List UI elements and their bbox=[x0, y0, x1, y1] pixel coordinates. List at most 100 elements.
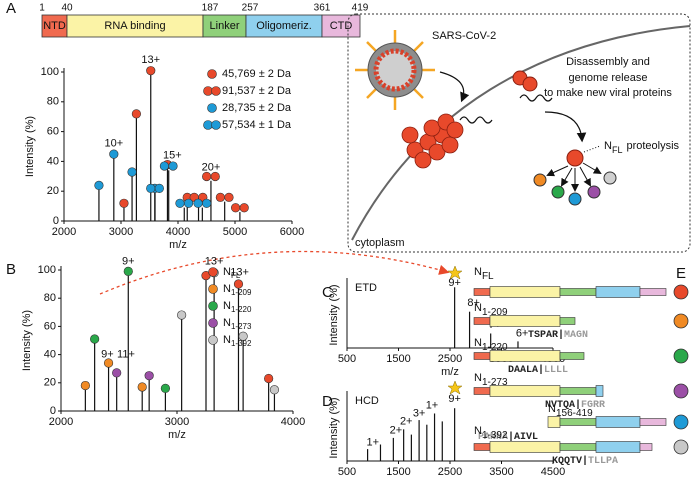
cleavage-site: DAALA|LLLL bbox=[508, 364, 568, 376]
legend-label: 28,735 ± 2 Da bbox=[222, 102, 292, 114]
proteoform-dot bbox=[673, 439, 689, 455]
peak-marker bbox=[159, 161, 170, 171]
peak-marker bbox=[131, 109, 141, 119]
annotation: 13+ bbox=[230, 267, 249, 279]
diagram-frame bbox=[347, 13, 691, 253]
legend-marker bbox=[208, 301, 218, 311]
label-main: N bbox=[474, 425, 482, 437]
legend-label: 91,537 ± 2 Da bbox=[222, 85, 292, 97]
leader bbox=[583, 145, 601, 153]
virus-label: SARS-CoV-2 bbox=[432, 30, 496, 42]
x-tick-label: 4000 bbox=[166, 226, 190, 238]
y-axis-label: Intensity (%) bbox=[328, 284, 340, 345]
label-sub: 1-273 bbox=[482, 377, 508, 388]
legend-marker bbox=[203, 86, 213, 96]
compartment-label: cytoplasm bbox=[355, 237, 405, 249]
annotation: 9+ bbox=[101, 349, 114, 361]
domain-map: NTD RNA binding Linker Oligomeriz. CTD 1… bbox=[39, 3, 369, 38]
peak-marker bbox=[80, 380, 90, 391]
x-tick-label: 5000 bbox=[223, 226, 247, 238]
chart-title: ETD bbox=[355, 282, 377, 294]
legend-label: N1-273 bbox=[474, 372, 508, 388]
peak-marker bbox=[238, 331, 248, 341]
residue-label: 257 bbox=[242, 3, 259, 14]
label-sub: 156-419 bbox=[556, 408, 593, 419]
legend-marker bbox=[211, 86, 221, 96]
cleavage-site: NVTQA|FGRR bbox=[545, 399, 605, 411]
domain-segment bbox=[559, 387, 597, 395]
cleavage-part: LLLL bbox=[544, 365, 568, 376]
domain-segment bbox=[473, 443, 491, 451]
proteoform-dot bbox=[587, 185, 601, 199]
domain-label: NTD bbox=[43, 20, 66, 32]
legend-label: N1-392 bbox=[223, 334, 252, 348]
peak-marker bbox=[239, 203, 249, 213]
peak-marker bbox=[103, 358, 114, 368]
peak-marker bbox=[202, 171, 212, 182]
legend-marker bbox=[211, 120, 221, 130]
star bbox=[447, 380, 463, 395]
x-axis-label: m/z bbox=[168, 429, 186, 441]
domain-label: Linker bbox=[210, 20, 240, 32]
legend-label: N1-209 bbox=[223, 283, 252, 297]
proteoform-dot bbox=[673, 284, 689, 300]
domain-segment bbox=[489, 385, 561, 397]
domain-segment bbox=[473, 387, 491, 395]
x-tick-label: 1500 bbox=[386, 353, 410, 365]
cleavage-part: | bbox=[538, 364, 544, 376]
peak-marker bbox=[154, 183, 164, 193]
peak-marker bbox=[177, 310, 187, 320]
annotation: 9+ bbox=[122, 255, 135, 267]
label-sub: 1-220 bbox=[231, 305, 252, 314]
y-tick-label: 20 bbox=[44, 377, 56, 389]
diagram-text: Disassembly and bbox=[566, 56, 650, 68]
domain-label: CTD bbox=[330, 20, 353, 32]
y-axis-label: Intensity (%) bbox=[24, 116, 36, 177]
arrows bbox=[546, 162, 602, 192]
y-tick-label: 60 bbox=[44, 320, 56, 332]
domain-segment bbox=[595, 441, 641, 453]
proteoform-dot bbox=[673, 383, 689, 399]
annotation: 1+ bbox=[366, 436, 379, 448]
membrane bbox=[351, 25, 691, 241]
x-tick-label: 3500 bbox=[489, 466, 513, 477]
annotation: 13+ bbox=[141, 54, 160, 66]
cleavage-site: PANNA|AIVL bbox=[478, 431, 538, 443]
legend-label: 57,534 ± 1 Da bbox=[222, 119, 292, 131]
star bbox=[447, 265, 463, 280]
proteoform-dot bbox=[673, 313, 689, 329]
domain-label: RNA binding bbox=[104, 20, 165, 32]
domain-segment bbox=[639, 418, 667, 426]
cleavage-part: TLLPA bbox=[588, 456, 618, 467]
legend-marker bbox=[203, 120, 213, 130]
domain-segment bbox=[559, 352, 585, 360]
legend-marker bbox=[207, 103, 217, 113]
peak-marker bbox=[202, 198, 212, 208]
x-axis-label: m/z bbox=[169, 239, 187, 251]
proteoform-dot bbox=[603, 171, 617, 185]
rna bbox=[519, 94, 553, 102]
peak-marker bbox=[146, 183, 156, 193]
peak-marker bbox=[233, 279, 244, 289]
cleavage-part: MAGN bbox=[564, 330, 588, 341]
label-sub: FL bbox=[612, 145, 623, 155]
legend-marker bbox=[208, 318, 218, 328]
domain-segment bbox=[559, 288, 597, 296]
peak-marker bbox=[94, 180, 104, 191]
y-tick-label: 20 bbox=[47, 185, 59, 197]
annotation: 9+ bbox=[448, 277, 461, 289]
peak-marker bbox=[123, 266, 133, 276]
domain-segment bbox=[473, 317, 491, 325]
peak-marker bbox=[90, 334, 100, 344]
arrow bbox=[544, 111, 587, 143]
rna bbox=[459, 116, 493, 124]
annotation: 10+ bbox=[104, 137, 123, 149]
infection-diagram: SARS-CoV-2 Disassembly and genome releas… bbox=[347, 13, 691, 253]
legend-label: 45,769 ± 2 Da bbox=[222, 68, 292, 80]
panel-label: D bbox=[322, 393, 333, 410]
label-sub: 1-220 bbox=[482, 342, 508, 353]
cleavage-site: TSPAR|MAGN bbox=[528, 329, 588, 341]
proteoform-dot bbox=[551, 185, 565, 199]
domain-segment bbox=[473, 352, 491, 360]
label-main: N bbox=[223, 334, 231, 346]
